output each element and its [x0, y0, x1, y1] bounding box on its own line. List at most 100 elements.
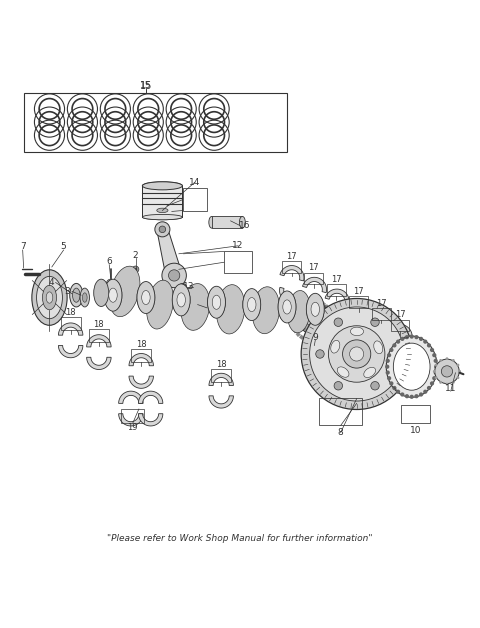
Circle shape	[328, 326, 385, 382]
Polygon shape	[370, 313, 394, 328]
Bar	[182, 188, 207, 212]
Text: 5: 5	[61, 242, 66, 251]
Bar	[316, 337, 321, 342]
Text: "Please refer to Work Shop Manual for further information": "Please refer to Work Shop Manual for fu…	[107, 534, 373, 543]
Polygon shape	[129, 354, 154, 365]
Circle shape	[300, 313, 302, 317]
Circle shape	[309, 304, 312, 306]
Circle shape	[439, 359, 442, 362]
Circle shape	[389, 348, 394, 352]
Bar	[319, 398, 362, 426]
Polygon shape	[347, 323, 372, 338]
Bar	[391, 320, 409, 332]
Circle shape	[434, 376, 437, 379]
Polygon shape	[138, 414, 163, 426]
Circle shape	[325, 324, 328, 327]
Circle shape	[445, 382, 448, 386]
Circle shape	[371, 382, 379, 390]
Circle shape	[452, 381, 455, 384]
Ellipse shape	[374, 341, 383, 354]
Circle shape	[168, 270, 180, 281]
Circle shape	[441, 365, 453, 377]
Ellipse shape	[306, 294, 324, 325]
Circle shape	[299, 317, 301, 320]
Polygon shape	[87, 357, 111, 369]
Circle shape	[392, 386, 396, 390]
Circle shape	[327, 317, 330, 320]
Ellipse shape	[172, 284, 190, 316]
Circle shape	[323, 307, 326, 310]
Text: 12: 12	[232, 241, 244, 251]
Text: 17: 17	[331, 275, 342, 284]
Ellipse shape	[288, 291, 310, 333]
Circle shape	[310, 307, 404, 401]
Circle shape	[433, 359, 438, 363]
Ellipse shape	[207, 286, 226, 318]
Bar	[211, 369, 231, 382]
Text: 11: 11	[445, 384, 456, 393]
Ellipse shape	[243, 289, 261, 320]
Circle shape	[323, 327, 326, 330]
Bar	[293, 328, 298, 333]
Bar	[349, 296, 368, 308]
Circle shape	[316, 350, 324, 358]
Ellipse shape	[143, 214, 182, 220]
Text: 7: 7	[20, 242, 25, 251]
Circle shape	[392, 344, 396, 347]
Text: 6: 6	[107, 257, 112, 266]
Circle shape	[303, 327, 306, 330]
Circle shape	[423, 340, 427, 344]
Text: 17: 17	[395, 310, 405, 320]
Bar	[89, 329, 109, 342]
Text: 15: 15	[140, 81, 152, 91]
Circle shape	[317, 304, 319, 306]
Ellipse shape	[209, 217, 215, 228]
Polygon shape	[87, 335, 111, 347]
Ellipse shape	[157, 208, 168, 213]
Bar	[212, 217, 242, 228]
Bar	[299, 335, 304, 340]
Polygon shape	[157, 229, 182, 276]
Bar	[327, 284, 346, 296]
Ellipse shape	[94, 279, 109, 306]
Circle shape	[409, 335, 414, 338]
Ellipse shape	[331, 340, 340, 353]
Bar	[330, 321, 335, 325]
Circle shape	[326, 313, 329, 317]
Bar	[309, 299, 312, 303]
Bar	[61, 317, 81, 330]
Bar	[324, 304, 329, 310]
Circle shape	[423, 389, 427, 394]
Circle shape	[387, 376, 391, 381]
Polygon shape	[325, 289, 349, 305]
Circle shape	[334, 318, 343, 327]
Ellipse shape	[146, 280, 173, 329]
Circle shape	[452, 359, 455, 362]
Ellipse shape	[364, 367, 375, 377]
Circle shape	[389, 350, 397, 358]
Bar	[300, 301, 305, 306]
Circle shape	[303, 307, 306, 310]
Text: 8: 8	[338, 428, 344, 437]
Bar	[224, 251, 252, 273]
Circle shape	[385, 359, 390, 363]
Text: 4: 4	[49, 278, 55, 287]
Bar	[329, 312, 334, 317]
Bar	[291, 325, 296, 329]
Text: 1: 1	[209, 305, 215, 314]
Bar	[321, 301, 326, 306]
Bar	[296, 304, 301, 309]
Bar	[312, 338, 316, 342]
Polygon shape	[388, 324, 412, 340]
Ellipse shape	[181, 284, 210, 330]
Text: 17: 17	[376, 299, 386, 308]
Polygon shape	[59, 345, 83, 358]
Ellipse shape	[337, 367, 349, 377]
Ellipse shape	[386, 336, 437, 398]
Ellipse shape	[137, 282, 155, 313]
Polygon shape	[129, 376, 154, 388]
Ellipse shape	[46, 292, 53, 303]
Ellipse shape	[248, 298, 256, 311]
Circle shape	[400, 392, 405, 397]
Circle shape	[300, 310, 303, 313]
